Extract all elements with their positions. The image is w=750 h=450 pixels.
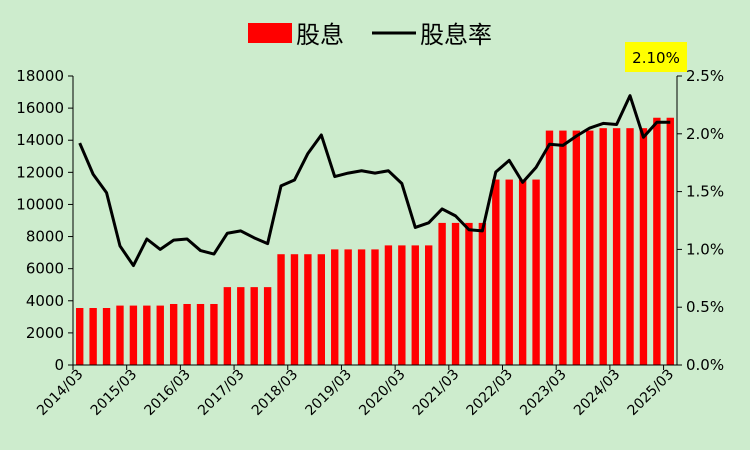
dividend-bar [545,130,554,365]
dividend-bar [277,254,285,365]
latest-yield-callout: 2.10% [625,42,687,72]
dividend-bar [505,179,513,365]
dividend-bar [357,249,366,365]
left-tick-label: 14000 [16,131,64,149]
legend-bar-label: 股息 [296,21,344,49]
dividend-bar [102,308,111,365]
dividend-bar [425,245,433,365]
left-tick-label: 10000 [16,195,64,213]
legend-line-label: 股息率 [420,21,492,49]
x-tick-label: 2017/03 [195,367,247,419]
callout-value: 2.10% [632,49,680,67]
dividend-bar [169,303,178,365]
x-tick-label: 2019/03 [303,367,355,419]
x-tick-label: 2020/03 [356,367,408,419]
left-tick-label: 12000 [16,163,64,181]
dividend-bar [518,179,527,365]
x-tick-label: 2014/03 [34,367,86,419]
dividend-bar [451,222,460,365]
x-tick-label: 2016/03 [141,367,193,419]
x-tick-label: 2015/03 [88,367,140,419]
dividend-bar [653,117,661,366]
dividend-bar [559,130,567,365]
right-tick-label: 1.5% [686,183,724,201]
dividend-bar [465,222,473,365]
dividend-bar [223,287,232,365]
x-tick-label: 2024/03 [571,367,623,419]
dividend-bar [129,305,138,365]
dividend-bar [371,249,379,365]
dividend-bar [76,308,84,365]
dividend-bar [290,254,299,365]
dividend-bar [384,245,393,365]
right-tick-label: 0.0% [686,356,724,374]
x-tick-label: 2018/03 [249,367,301,419]
dividend-bar [532,179,540,365]
left-tick-label: 0 [54,356,64,374]
x-tick-label: 2025/03 [625,367,677,419]
right-tick-label: 2.0% [686,125,724,143]
left-tick-label: 18000 [16,67,64,85]
dividend-bar [411,245,419,365]
dividend-bar [331,249,339,365]
dividend-bar [626,128,634,365]
legend: 股息 股息率 [248,21,492,49]
dividend-bar [250,287,258,365]
dividend-bar [666,117,674,366]
dividend-bar [344,249,352,365]
left-tick-label: 16000 [16,99,64,117]
x-tick-label: 2023/03 [517,367,569,419]
dividend-bar [438,222,446,365]
right-tick-label: 0.5% [686,298,724,316]
dividend-bar [478,222,487,365]
right-tick-label: 2.5% [686,67,724,85]
dividend-bar [183,303,191,365]
dividend-bar [612,128,621,365]
left-tick-label: 8000 [26,228,64,246]
dividend-bar [586,130,594,365]
dividend-bar [89,308,97,365]
x-tick-label: 2021/03 [410,367,462,419]
yield-line-group [78,94,671,268]
dividend-bar [639,128,648,365]
dividend-bar [492,179,500,365]
dividend-bar [263,287,272,365]
dividend-bars [76,117,674,366]
dividend-bar [143,305,151,365]
yield-line [78,94,671,268]
dividend-bar [196,303,205,365]
dividend-bar [237,287,245,365]
right-tick-label: 1.0% [686,240,724,258]
x-tick-label: 2022/03 [464,367,516,419]
dividend-bar [156,305,164,365]
left-tick-label: 4000 [26,292,64,310]
dividend-bar [599,128,607,365]
legend-bar-swatch [248,23,292,43]
dividend-bar [116,305,124,365]
dividend-bar [398,245,406,365]
left-tick-label: 2000 [26,324,64,342]
dividend-bar [572,130,581,365]
left-tick-label: 6000 [26,260,64,278]
dividend-bar [304,254,312,365]
dividend-bar [210,303,218,365]
dividend-bar [317,254,325,365]
callout-background [625,42,687,72]
